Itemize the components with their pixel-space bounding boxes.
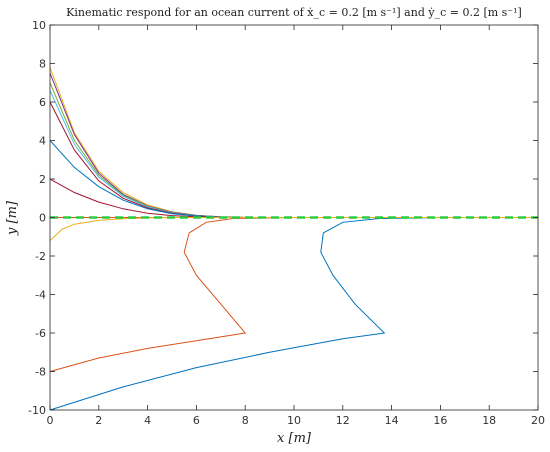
y-tick-label: 10 [32,19,46,32]
series-line-1 [49,217,538,411]
x-tick-label: 20 [531,414,545,427]
y-tick-label: -8 [35,366,46,379]
x-tick-label: 4 [144,414,151,427]
y-tick-label: -10 [28,404,46,417]
y-tick-label: 8 [39,58,46,71]
y-tick-label: 2 [39,173,46,186]
x-tick-label: 2 [95,414,102,427]
y-axis-label: y [m] [5,200,20,236]
x-axis: 0 2 4 6 8 10 12 14 16 18 20 [47,25,545,427]
y-axis: -10 -8 -6 -4 -2 0 2 4 6 8 10 [28,19,538,417]
y-tick-label: -4 [35,289,46,302]
x-tick-label: 0 [47,414,54,427]
chart-title: Kinematic respond for an ocean current o… [66,6,522,19]
x-tick-label: 18 [482,414,496,427]
y-tick-label: 4 [39,135,46,148]
x-tick-label: 16 [433,414,447,427]
x-tick-label: 12 [336,414,350,427]
x-tick-label: 8 [242,414,249,427]
x-tick-label: 14 [385,414,399,427]
x-tick-label: 10 [287,414,301,427]
y-tick-label: -6 [35,327,46,340]
y-tick-label: -2 [35,250,46,263]
x-tick-label: 6 [193,414,200,427]
y-tick-label: 0 [39,212,46,225]
x-axis-label: x [m] [277,431,312,446]
y-tick-label: 6 [39,96,46,109]
